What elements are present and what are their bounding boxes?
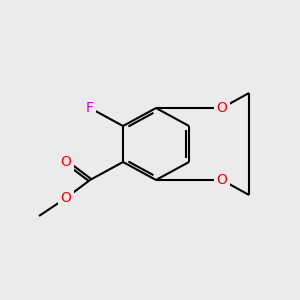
Text: O: O <box>217 173 227 187</box>
Text: O: O <box>217 101 227 115</box>
Text: O: O <box>61 155 71 169</box>
Text: F: F <box>86 101 94 115</box>
Text: O: O <box>61 191 71 205</box>
